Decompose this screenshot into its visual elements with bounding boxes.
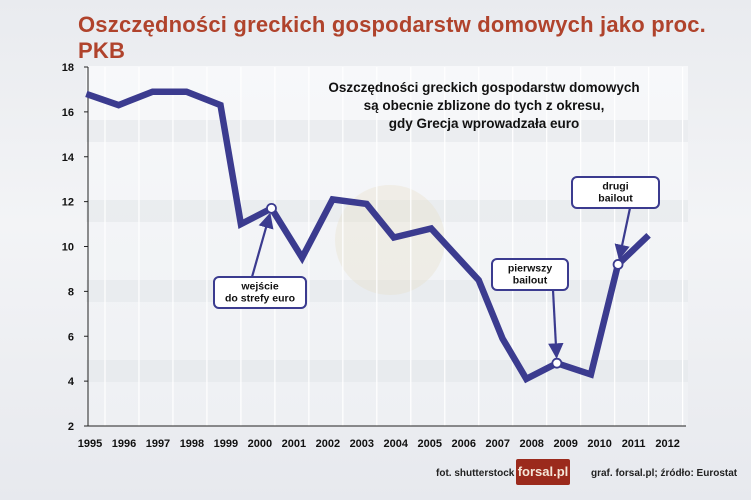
callout-box [571,176,660,209]
x-tick-label: 2008 [519,438,543,450]
callout-text: pierwszy [508,263,553,275]
y-tick-label: 4 [68,376,75,388]
callout-text: bailout [598,193,633,205]
photo-credit: fot. shutterstock [436,468,515,479]
x-tick-label: 2001 [282,438,306,450]
x-tick-label: 1998 [180,438,204,450]
x-tick-label: 2005 [418,438,442,450]
x-tick-label: 2010 [587,438,611,450]
x-tick-label: 1995 [78,438,102,450]
y-tick-label: 14 [62,152,75,164]
event-marker [551,357,563,369]
callout-text: drugi [602,181,628,193]
page-title: Oszczędności greckich gospodarstw domowy… [78,12,706,63]
x-tick-label: 2011 [622,438,646,450]
annotation-text: Oszczędności greckich gospodarstw domowy… [328,80,639,131]
x-axis-ticks: 1995 1996 1997 1998 1999 2000 2001 2002 2003 2004… [78,438,680,450]
y-tick-label: 6 [68,331,74,343]
source-note: graf. forsal.pl; źródło: Eurostat [591,468,738,479]
annotation-line: Oszczędności greckich gospodarstw domowy… [328,80,639,95]
y-tick-label: 10 [62,242,74,254]
y-tick-label: 12 [62,197,74,209]
y-axis-ticks: 2 4 6 8 10 12 14 16 18 [62,62,88,433]
forsal-logo[interactable]: forsal.pl [516,459,570,485]
callout-box [213,276,307,309]
callout-text: wejście [240,281,279,293]
x-tick-label: 1997 [146,438,170,450]
x-tick-label: 2012 [655,438,679,450]
callout-arrow [548,289,564,359]
series-layer [85,88,651,384]
y-tick-label: 16 [62,107,74,119]
x-tick-label: 2009 [553,438,577,450]
y-tick-label: 2 [68,421,74,433]
annotation-line: gdy Grecja wprowadzała euro [389,116,580,131]
callout-arrow [250,212,274,278]
grid-lines [104,67,684,426]
y-tick-label: 18 [62,62,74,74]
x-tick-label: 1999 [214,438,238,450]
event-marker [266,202,277,214]
x-tick-label: 2007 [485,438,509,450]
x-tick-label: 2002 [316,438,340,450]
event-marker [612,259,624,270]
x-tick-label: 1996 [112,438,136,450]
callout-text: bailout [513,275,548,287]
callout-text: do strefy euro [225,293,295,305]
callout-box [491,258,569,291]
x-tick-label: 2006 [452,438,476,450]
annotation-line: są obecnie zblizone do tych z okresu, [364,98,605,113]
callout-arrow [614,207,632,261]
y-tick-label: 8 [68,286,74,298]
x-tick-label: 2004 [384,438,409,450]
x-tick-label: 2003 [350,438,374,450]
x-tick-label: 2000 [248,438,272,450]
